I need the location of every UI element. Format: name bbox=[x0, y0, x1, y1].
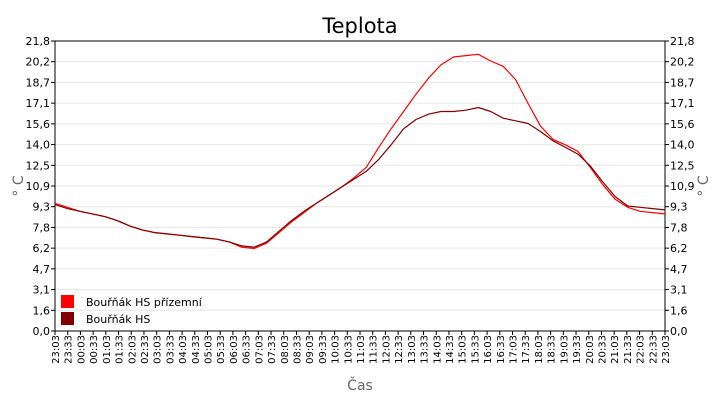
x-tick-label: 19:03 bbox=[559, 335, 570, 364]
y-tick-label: 0,0 bbox=[33, 325, 51, 338]
y-tick-label: 18,7 bbox=[26, 76, 51, 89]
x-tick-label: 21:03 bbox=[610, 335, 621, 364]
x-tick-label: 15:03 bbox=[458, 335, 469, 364]
y-tick-label-right: 9,3 bbox=[670, 201, 688, 214]
gridlines bbox=[55, 40, 665, 332]
x-tick-label: 04:03 bbox=[178, 335, 189, 364]
x-tick-label: 20:33 bbox=[597, 335, 608, 364]
y-axis-label-left: ° C bbox=[11, 175, 27, 196]
y-tick-label-right: 21,8 bbox=[670, 35, 695, 48]
y-tick-label-right: 0,0 bbox=[670, 325, 688, 338]
x-tick-label: 07:03 bbox=[254, 335, 265, 364]
y-tick-label-right: 3,1 bbox=[670, 284, 688, 297]
y-tick-label-right: 1,6 bbox=[670, 304, 688, 317]
y-tick-label: 12,5 bbox=[26, 159, 51, 172]
x-axis-label: Čas bbox=[347, 376, 373, 394]
y-tick-label: 15,6 bbox=[26, 118, 51, 131]
x-tick-label: 16:03 bbox=[483, 335, 494, 364]
x-tick-label: 03:33 bbox=[165, 335, 176, 364]
y-tick-label: 20,2 bbox=[26, 56, 51, 69]
y-tick-label: 3,1 bbox=[33, 284, 51, 297]
x-tick-label: 20:03 bbox=[585, 335, 596, 364]
y-tick-label: 1,6 bbox=[33, 304, 51, 317]
x-tick-label: 17:03 bbox=[509, 335, 520, 364]
x-tick-label: 13:03 bbox=[407, 335, 418, 364]
x-tick-label: 15:33 bbox=[470, 335, 481, 364]
x-tick-label: 16:33 bbox=[496, 335, 507, 364]
x-tick-label: 21:33 bbox=[623, 335, 634, 364]
y-axis-right: 0,0 1,6 3,1 4,7 6,2 7,8 9,3 10,9 12,5 14,0 15,6 17,… bbox=[665, 35, 695, 338]
y-tick-label-right: 15,6 bbox=[670, 118, 695, 131]
x-tick-label: 19:33 bbox=[572, 335, 583, 364]
y-axis-left: 0,0 1,6 3,1 4,7 6,2 7,8 9,3 10,9 12,5 14,0 15,6 17,… bbox=[26, 35, 55, 338]
y-tick-label-right: 18,7 bbox=[670, 76, 695, 89]
y-tick-label-right: 14,0 bbox=[670, 139, 695, 152]
y-tick-label: 7,8 bbox=[33, 221, 51, 234]
x-tick-label: 23:03 bbox=[51, 335, 62, 364]
legend-swatch-series-2 bbox=[61, 312, 74, 325]
x-tick-label: 02:33 bbox=[140, 335, 151, 364]
chart-title: Teplota bbox=[321, 14, 397, 38]
x-tick-label: 05:33 bbox=[216, 335, 227, 364]
y-tick-label: 6,2 bbox=[33, 242, 51, 255]
y-tick-label-right: 7,8 bbox=[670, 221, 688, 234]
x-tick-label: 18:03 bbox=[534, 335, 545, 364]
x-tick-label: 22:33 bbox=[648, 335, 659, 364]
x-tick-label: 06:03 bbox=[229, 335, 240, 364]
x-tick-label: 00:33 bbox=[89, 335, 100, 364]
x-tick-label: 09:33 bbox=[318, 335, 329, 364]
x-tick-label: 01:03 bbox=[102, 335, 113, 364]
x-tick-label: 17:33 bbox=[521, 335, 532, 364]
x-tick-label: 14:03 bbox=[432, 335, 443, 364]
x-tick-label: 11:03 bbox=[356, 335, 367, 364]
x-tick-label: 22:03 bbox=[636, 335, 647, 364]
y-tick-label-right: 20,2 bbox=[670, 56, 695, 69]
legend-swatch-series-1 bbox=[61, 295, 74, 308]
x-axis: 23:03 23:33 00:03 00:33 01:03 01:33 02:03 02:33… bbox=[51, 331, 672, 364]
x-tick-label: 18:33 bbox=[547, 335, 558, 364]
x-tick-label: 03:03 bbox=[153, 335, 164, 364]
x-tick-label: 02:03 bbox=[127, 335, 138, 364]
y-tick-label-right: 4,7 bbox=[670, 263, 688, 276]
x-tick-label: 08:33 bbox=[292, 335, 303, 364]
y-tick-label-right: 12,5 bbox=[670, 159, 695, 172]
y-tick-label: 17,1 bbox=[26, 97, 51, 110]
y-tick-label-right: 6,2 bbox=[670, 242, 688, 255]
x-tick-label: 00:03 bbox=[76, 335, 87, 364]
x-tick-label: 10:33 bbox=[343, 335, 354, 364]
x-tick-label: 04:33 bbox=[191, 335, 202, 364]
y-tick-label: 14,0 bbox=[26, 139, 51, 152]
y-tick-label-right: 10,9 bbox=[670, 180, 695, 193]
x-tick-label: 09:03 bbox=[305, 335, 316, 364]
x-tick-label: 11:33 bbox=[369, 335, 380, 364]
y-axis-label-right: ° C bbox=[696, 175, 712, 196]
y-tick-label: 9,3 bbox=[33, 201, 51, 214]
x-tick-label: 10:03 bbox=[331, 335, 342, 364]
x-tick-label: 06:33 bbox=[242, 335, 253, 364]
y-tick-label-right: 17,1 bbox=[670, 97, 695, 110]
y-tick-label: 10,9 bbox=[26, 180, 51, 193]
legend: Bouřňák HS přízemní Bouřňák HS bbox=[61, 295, 203, 326]
x-tick-label: 13:33 bbox=[420, 335, 431, 364]
x-tick-label: 23:33 bbox=[64, 335, 75, 364]
x-tick-label: 14:33 bbox=[445, 335, 456, 364]
x-tick-label: 12:03 bbox=[381, 335, 392, 364]
series-lines bbox=[54, 53, 666, 250]
legend-label-series-1: Bouřňák HS přízemní bbox=[86, 296, 203, 309]
x-tick-label: 01:33 bbox=[115, 335, 126, 364]
x-tick-label: 07:33 bbox=[267, 335, 278, 364]
series-line-2 bbox=[54, 106, 666, 248]
x-tick-label: 23:03 bbox=[661, 335, 672, 364]
x-tick-label: 08:03 bbox=[280, 335, 291, 364]
x-tick-label: 12:33 bbox=[394, 335, 405, 364]
x-tick-label: 05:03 bbox=[204, 335, 215, 364]
y-tick-label: 21,8 bbox=[26, 35, 51, 48]
y-tick-label: 4,7 bbox=[33, 263, 51, 276]
legend-label-series-2: Bouřňák HS bbox=[86, 313, 150, 326]
